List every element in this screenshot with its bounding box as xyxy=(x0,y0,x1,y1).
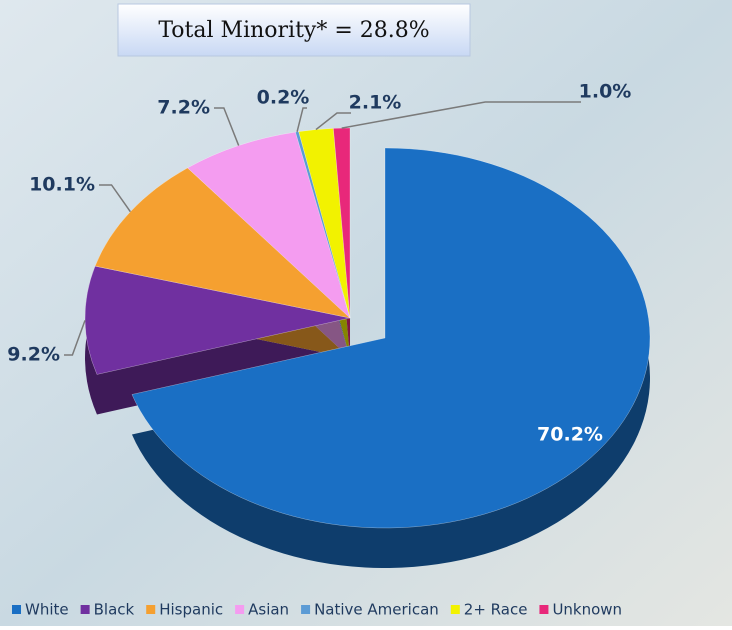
legend-swatch xyxy=(450,605,460,614)
legend-label: Unknown xyxy=(552,601,622,619)
data-label: 7.2% xyxy=(157,97,210,119)
data-label: 1.0% xyxy=(579,81,632,103)
legend-swatch xyxy=(301,605,311,614)
leader-line xyxy=(296,107,307,133)
slice xyxy=(94,167,351,319)
chart-title: Total Minority* = 28.8% xyxy=(158,18,429,43)
data-label: 2.1% xyxy=(349,92,402,114)
title-box xyxy=(117,3,471,57)
legend-swatch xyxy=(539,605,549,614)
slice xyxy=(131,147,651,529)
leader-line xyxy=(214,107,240,146)
legend-label: 2+ Race xyxy=(464,601,528,619)
data-label: 10.1% xyxy=(29,174,95,196)
legend-label: Native American xyxy=(314,601,439,619)
legend-swatch xyxy=(80,605,90,614)
leader-line xyxy=(315,112,351,131)
leader-line xyxy=(64,320,86,356)
legend-label: Black xyxy=(94,601,135,619)
data-label: 9.2% xyxy=(7,344,60,366)
legend-label: Hispanic xyxy=(159,601,223,619)
labels: 70.2% 9.2% 10.1% 7.2% 0.2% 2.1% 1.0% xyxy=(7,81,631,446)
legend-swatch xyxy=(12,605,21,614)
leader-line xyxy=(99,184,131,213)
slice xyxy=(187,131,351,319)
legend-label: Asian xyxy=(248,601,289,619)
pie xyxy=(84,127,651,568)
data-label: 0.2% xyxy=(257,87,310,109)
leader-line xyxy=(341,101,581,129)
legend-swatch xyxy=(235,605,245,614)
legend: White Black Hispanic Asian Native American 2+… xyxy=(12,601,622,619)
legend-label: White xyxy=(25,601,69,619)
legend-swatch xyxy=(146,605,156,614)
data-label: 70.2% xyxy=(537,424,603,446)
